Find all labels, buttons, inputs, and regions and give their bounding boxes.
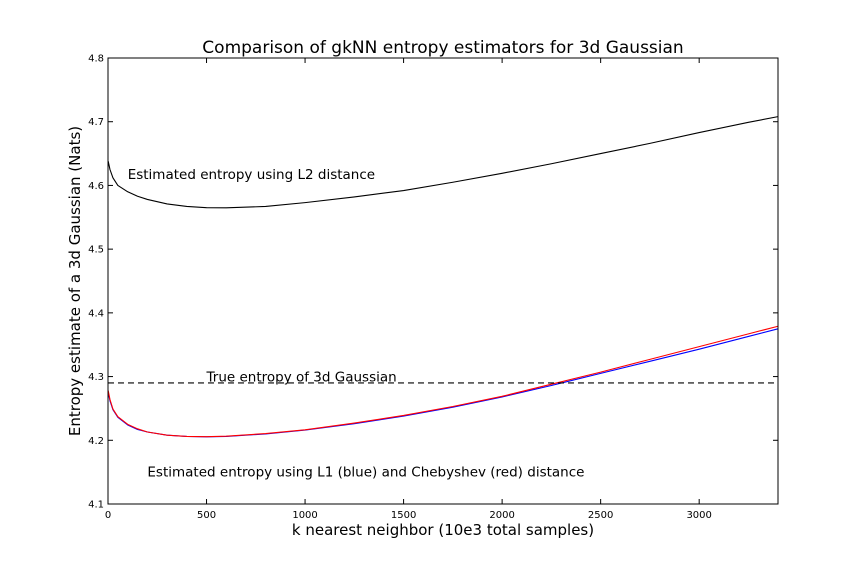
y-tick-label-4: 4.5: [88, 245, 104, 256]
chart-title: Comparison of gkNN entropy estimators fo…: [202, 38, 683, 58]
y-tick-label-7: 4.8: [88, 54, 104, 65]
annotation-1: True entropy of 3d Gaussian: [206, 370, 397, 386]
x-tick-label-1: 500: [197, 510, 216, 521]
x-tick-label-0: 0: [105, 510, 111, 521]
y-tick-label-3: 4.4: [88, 308, 104, 319]
x-axis-label: k nearest neighbor (10e3 total samples): [292, 521, 594, 539]
x-tick-label-3: 1500: [391, 510, 416, 521]
x-tick-label-6: 3000: [686, 510, 711, 521]
annotation-0: Estimated entropy using L2 distance: [128, 167, 375, 183]
y-tick-label-6: 4.7: [88, 117, 104, 128]
y-tick-label-0: 4.1: [88, 500, 104, 511]
series-line-2: [107, 325, 779, 438]
x-tick-label-2: 1000: [292, 510, 317, 521]
y-tick-label-5: 4.6: [88, 181, 104, 192]
x-tick-label-4: 2000: [489, 510, 514, 521]
annotation-2: Estimated entropy using L1 (blue) and Ch…: [147, 465, 584, 481]
y-tick-label-1: 4.2: [88, 436, 104, 447]
y-axis-label: Entropy estimate of a 3d Gaussian (Nats): [66, 126, 84, 436]
plot-frame: [107, 57, 779, 505]
series-line-0: [107, 116, 779, 209]
plot-area: 0 500 1000 1500 2000 2500 3000 4.1 4.2 4.3 4.4 4.5 4…: [88, 54, 779, 521]
x-tick-label-5: 2500: [588, 510, 613, 521]
y-tick-label-2: 4.3: [88, 372, 104, 383]
